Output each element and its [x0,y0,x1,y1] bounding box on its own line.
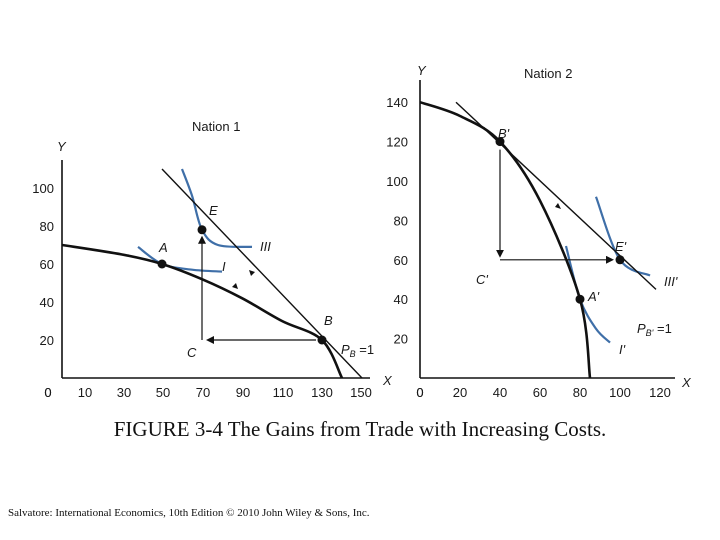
nation-1-price-label-sub: B [350,349,356,359]
nation-1-title: Nation 1 [192,119,240,134]
figure-caption: FIGURE 3-4 The Gains from Trade with Inc… [0,417,720,442]
nation-1-label-B: B [324,313,333,328]
nation-2-label-A: A' [587,289,600,304]
nation-2-x-tick-label: 120 [649,385,671,400]
nation-2-y-tick-label: 140 [386,95,408,110]
nation-2-label-III: III' [664,274,678,289]
nation-2-label-C: C' [476,272,488,287]
nation-1-origin-label: 0 [44,385,51,400]
nation-1-price-line [161,168,363,379]
nation-1-x-tick-label: 130 [311,385,333,400]
nation-1-label-C: C [187,345,197,360]
nation-2-y-tick-label: 40 [394,292,408,307]
nation-1-x-tick-label: 70 [196,385,210,400]
nation-2-origin-label: 0 [416,385,423,400]
nation-2-price-label-p: P [637,321,646,336]
figure-caption-label: FIGURE 3-4 [113,417,223,441]
nation-2-x-tick-label: 100 [609,385,631,400]
nation-2-y-tick-label: 80 [394,213,408,228]
nation-2-price-arrow [555,203,561,209]
nation-2-price-label-sub: B' [646,328,654,338]
nation-1-x-tick-label: 150 [350,385,372,400]
nation-2-label-B: B' [498,126,510,141]
nation-1-y-ticks: 20 40 60 80 100 0 [32,181,54,400]
nation-1-price-label: PB =1 [341,342,374,359]
nation-1-y-axis-label: Y [57,139,67,154]
nation-2-ppf-curve [419,100,592,379]
nation-1-y-tick-label: 20 [40,333,54,348]
nation-1-label-I: I [222,259,226,274]
nation-1-x-tick-label: 0 [44,385,51,400]
nation-2-y-tick-label: 120 [386,135,408,150]
nation-2-price-label: PB' =1 [637,321,672,338]
nation-1-label-E: E [209,203,218,218]
nation-2-x-tick-label: 20 [453,385,467,400]
nation-1-label-III: III [260,239,271,254]
nation-1-price-label-p: P [341,342,350,357]
nation-2-point-A [575,294,585,304]
nation-1-x-tick-label: 110 [273,385,294,400]
nation-1-point-E [197,225,207,235]
nation-2-y-axis-label: Y [417,63,427,78]
nation-2-x-tick-label: 0 [416,385,423,400]
nation-1-x-tick-label: 50 [156,385,170,400]
nation-2-price-line [455,101,657,290]
figure-caption-text: The Gains from Trade with Increasing Cos… [227,417,607,441]
nation-1-y-tick-label: 60 [40,257,54,272]
nation-2-title: Nation 2 [524,66,572,81]
nation-2-indifference-curve-III [594,196,651,277]
nation-1-x-tick-label: 10 [78,385,92,400]
nation-2-x-tick-label: 80 [573,385,587,400]
nation-1-y-tick-label: 100 [32,181,54,196]
nation-1-y-tick-label: 40 [40,295,54,310]
nation-1-label-A: A [158,240,168,255]
nation-1-point-B [317,335,327,345]
nation-1-panel: 0 10 30 50 70 90 110 130 150 20 40 60 80 100 0 Nation… [32,119,393,400]
nation-2-y-ticks: 20 40 60 80 100 120 140 [386,95,408,346]
nation-2-y-tick-label: 100 [386,174,408,189]
nation-2-point-B [495,137,505,147]
nation-1-y-tick-label: 80 [40,219,54,234]
nation-2-price-label-eq: =1 [653,321,671,336]
nation-2-y-tick-label: 20 [394,332,408,347]
nation-2-label-E: E' [615,239,627,254]
nation-1-price-arrow-upper [249,270,255,276]
nation-1-x-ticks: 0 10 30 50 70 90 110 130 150 [44,385,371,400]
nation-2-label-I: I' [619,342,626,357]
nation-2-x-axis-label: X [681,375,692,390]
source-credit: Salvatore: International Economics, 10th… [8,507,370,519]
nation-1-point-A [157,259,167,269]
nation-1-x-tick-label: 90 [236,385,250,400]
nation-1-x-tick-label: 30 [117,385,131,400]
nation-2-point-E [615,255,625,265]
nation-2-y-tick-label: 60 [394,253,408,268]
nation-1-indifference-curve-I [137,246,223,273]
nation-2-x-tick-label: 60 [533,385,547,400]
nation-1-price-arrow-lower [232,283,238,289]
nation-2-x-tick-label: 40 [493,385,507,400]
nation-2-indifference-curve-I [564,245,611,344]
nation-1-x-axis-label: X [382,373,393,388]
nation-1-price-label-eq: =1 [356,342,374,357]
